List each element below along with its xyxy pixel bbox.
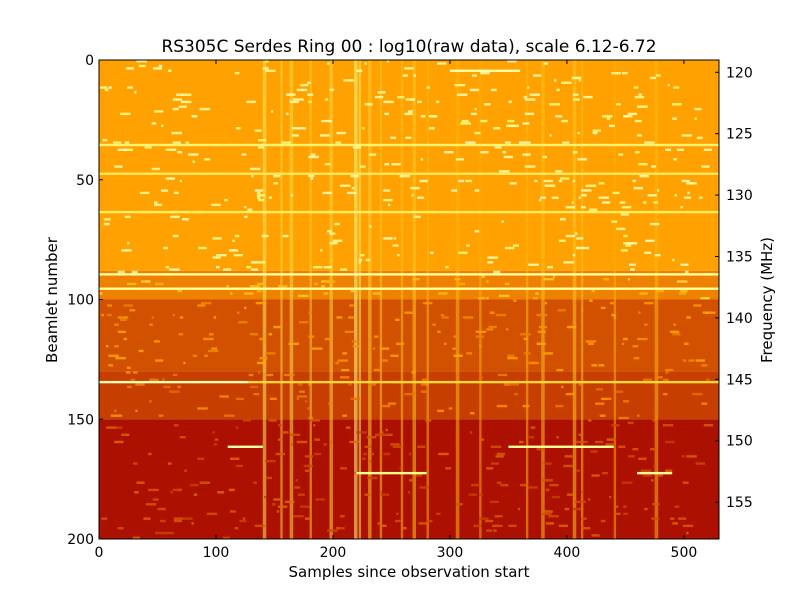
bright-column-18 (613, 60, 617, 539)
y2-tick-label: 155 (726, 495, 753, 511)
y2-axis-label: Frequency (MHz) (758, 237, 776, 363)
bright-column-11 (426, 60, 429, 539)
y2-tick-label: 120 (726, 65, 753, 81)
bright-column-1 (280, 60, 283, 539)
x-tick-label: 100 (203, 545, 230, 561)
rfi-line-0 (449, 69, 521, 72)
rfi-line-8 (227, 445, 263, 448)
x-tick-label: 400 (554, 545, 581, 561)
bright-column-9 (400, 60, 404, 539)
bright-column-6 (358, 60, 362, 539)
y2-tick-label: 125 (726, 127, 753, 143)
rfi-line-6 (99, 380, 249, 384)
bright-column-5 (354, 60, 358, 539)
y-tick-label: 50 (76, 173, 94, 189)
x-tick-label: 500 (671, 545, 698, 561)
rfi-line-2 (99, 172, 719, 175)
y-tick-label: 0 (85, 53, 94, 69)
rfi-line-9 (508, 445, 614, 448)
rfi-line-3 (99, 210, 719, 214)
rfi-line-10 (356, 471, 427, 475)
y-tick-label: 100 (67, 293, 94, 309)
x-axis: 0 100 200 300 400 500 (95, 60, 698, 561)
bright-column-17 (580, 60, 584, 539)
bright-column-14 (525, 60, 529, 539)
rfi-line-7 (248, 380, 719, 384)
x-tick-label: 0 (95, 545, 104, 561)
x-axis-label: Samples since observation start (289, 563, 530, 581)
bright-column-2 (289, 60, 294, 539)
bright-column-10 (412, 60, 417, 539)
x-tick-label: 300 (437, 545, 464, 561)
bright-column-4 (329, 60, 333, 539)
bright-column-19 (654, 60, 659, 539)
y-axis-right: 120 125 130 135 140 145 150 155 (715, 65, 753, 511)
bright-column-15 (541, 60, 545, 539)
rfi-line-5 (99, 287, 719, 290)
row-band-2 (99, 299, 719, 372)
y-tick-label: 200 (67, 532, 94, 548)
rfi-line-4 (99, 273, 719, 276)
rfi-line-1 (99, 143, 719, 147)
rfi-line-11 (637, 471, 673, 475)
y2-tick-label: 130 (726, 188, 753, 204)
speckle-texture (99, 60, 716, 539)
y2-tick-label: 140 (726, 311, 753, 327)
row-band-0 (99, 60, 719, 271)
y2-tick-label: 135 (726, 250, 753, 266)
bright-column-8 (379, 60, 383, 539)
chart-title: RS305C Serdes Ring 00 : log10(raw data),… (161, 37, 656, 57)
y-axis-label: Beamlet number (43, 236, 61, 363)
bright-column-3 (309, 60, 312, 539)
y-tick-label: 150 (67, 412, 94, 428)
bright-column-16 (572, 60, 577, 539)
x-tick-label: 200 (320, 545, 347, 561)
bright-column-12 (455, 60, 460, 539)
heatmap-image (99, 60, 719, 539)
bright-column-7 (368, 60, 372, 539)
y2-tick-label: 145 (726, 372, 753, 388)
y2-tick-label: 150 (726, 434, 753, 450)
y-axis-left: 0 50 100 150 200 (67, 53, 103, 548)
